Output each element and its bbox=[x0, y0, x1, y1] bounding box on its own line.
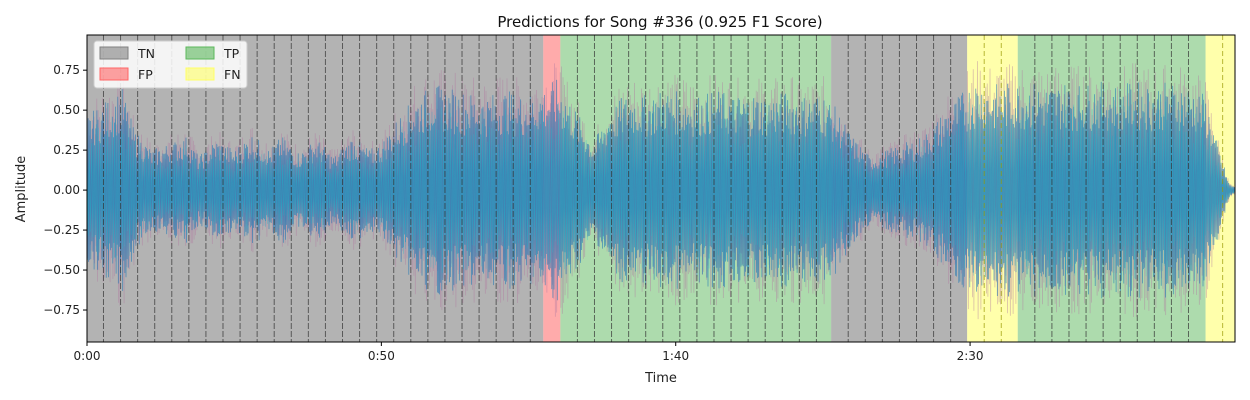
y-axis-label: Amplitude bbox=[14, 156, 29, 223]
x-tick-label-3: 2:30 bbox=[957, 349, 984, 363]
waveform bbox=[87, 61, 1235, 320]
legend-swatch-fp bbox=[99, 67, 129, 81]
waveform-highlight bbox=[87, 101, 1235, 279]
plot-frame bbox=[86, 34, 1236, 343]
x-axis-label: Time bbox=[644, 371, 677, 386]
y-tick-label-4: −0.25 bbox=[43, 223, 80, 237]
legend: TN FP TP FN bbox=[93, 40, 248, 89]
x-tick-label-1: 0:50 bbox=[368, 349, 395, 363]
x-axis: 0:00 0:50 1:40 2:30 bbox=[74, 342, 984, 363]
y-tick-label-1: 0.50 bbox=[53, 103, 80, 117]
legend-swatch-fn bbox=[185, 67, 215, 81]
legend-swatch-tp bbox=[185, 46, 215, 60]
legend-label-fp: FP bbox=[138, 67, 153, 82]
y-tick-label-5: −0.50 bbox=[43, 263, 80, 277]
y-tick-label-0: 0.75 bbox=[53, 63, 80, 77]
legend-label-tn: TN bbox=[137, 46, 155, 61]
y-tick-label-6: −0.75 bbox=[43, 303, 80, 317]
y-tick-label-2: 0.25 bbox=[53, 143, 80, 157]
x-tick-label-0: 0:00 bbox=[74, 349, 101, 363]
x-tick-label-2: 1:40 bbox=[662, 349, 689, 363]
legend-label-fn: FN bbox=[224, 67, 241, 82]
legend-swatch-tn bbox=[99, 46, 129, 60]
chart-title: Predictions for Song #336 (0.925 F1 Scor… bbox=[497, 13, 822, 31]
legend-label-tp: TP bbox=[223, 46, 240, 61]
plot-area bbox=[86, 34, 1236, 343]
y-axis: 0.75 0.50 0.25 0.00 −0.25 −0.50 −0.75 bbox=[43, 63, 87, 317]
waveform-primary bbox=[87, 79, 1235, 301]
y-tick-label-3: 0.00 bbox=[53, 183, 80, 197]
